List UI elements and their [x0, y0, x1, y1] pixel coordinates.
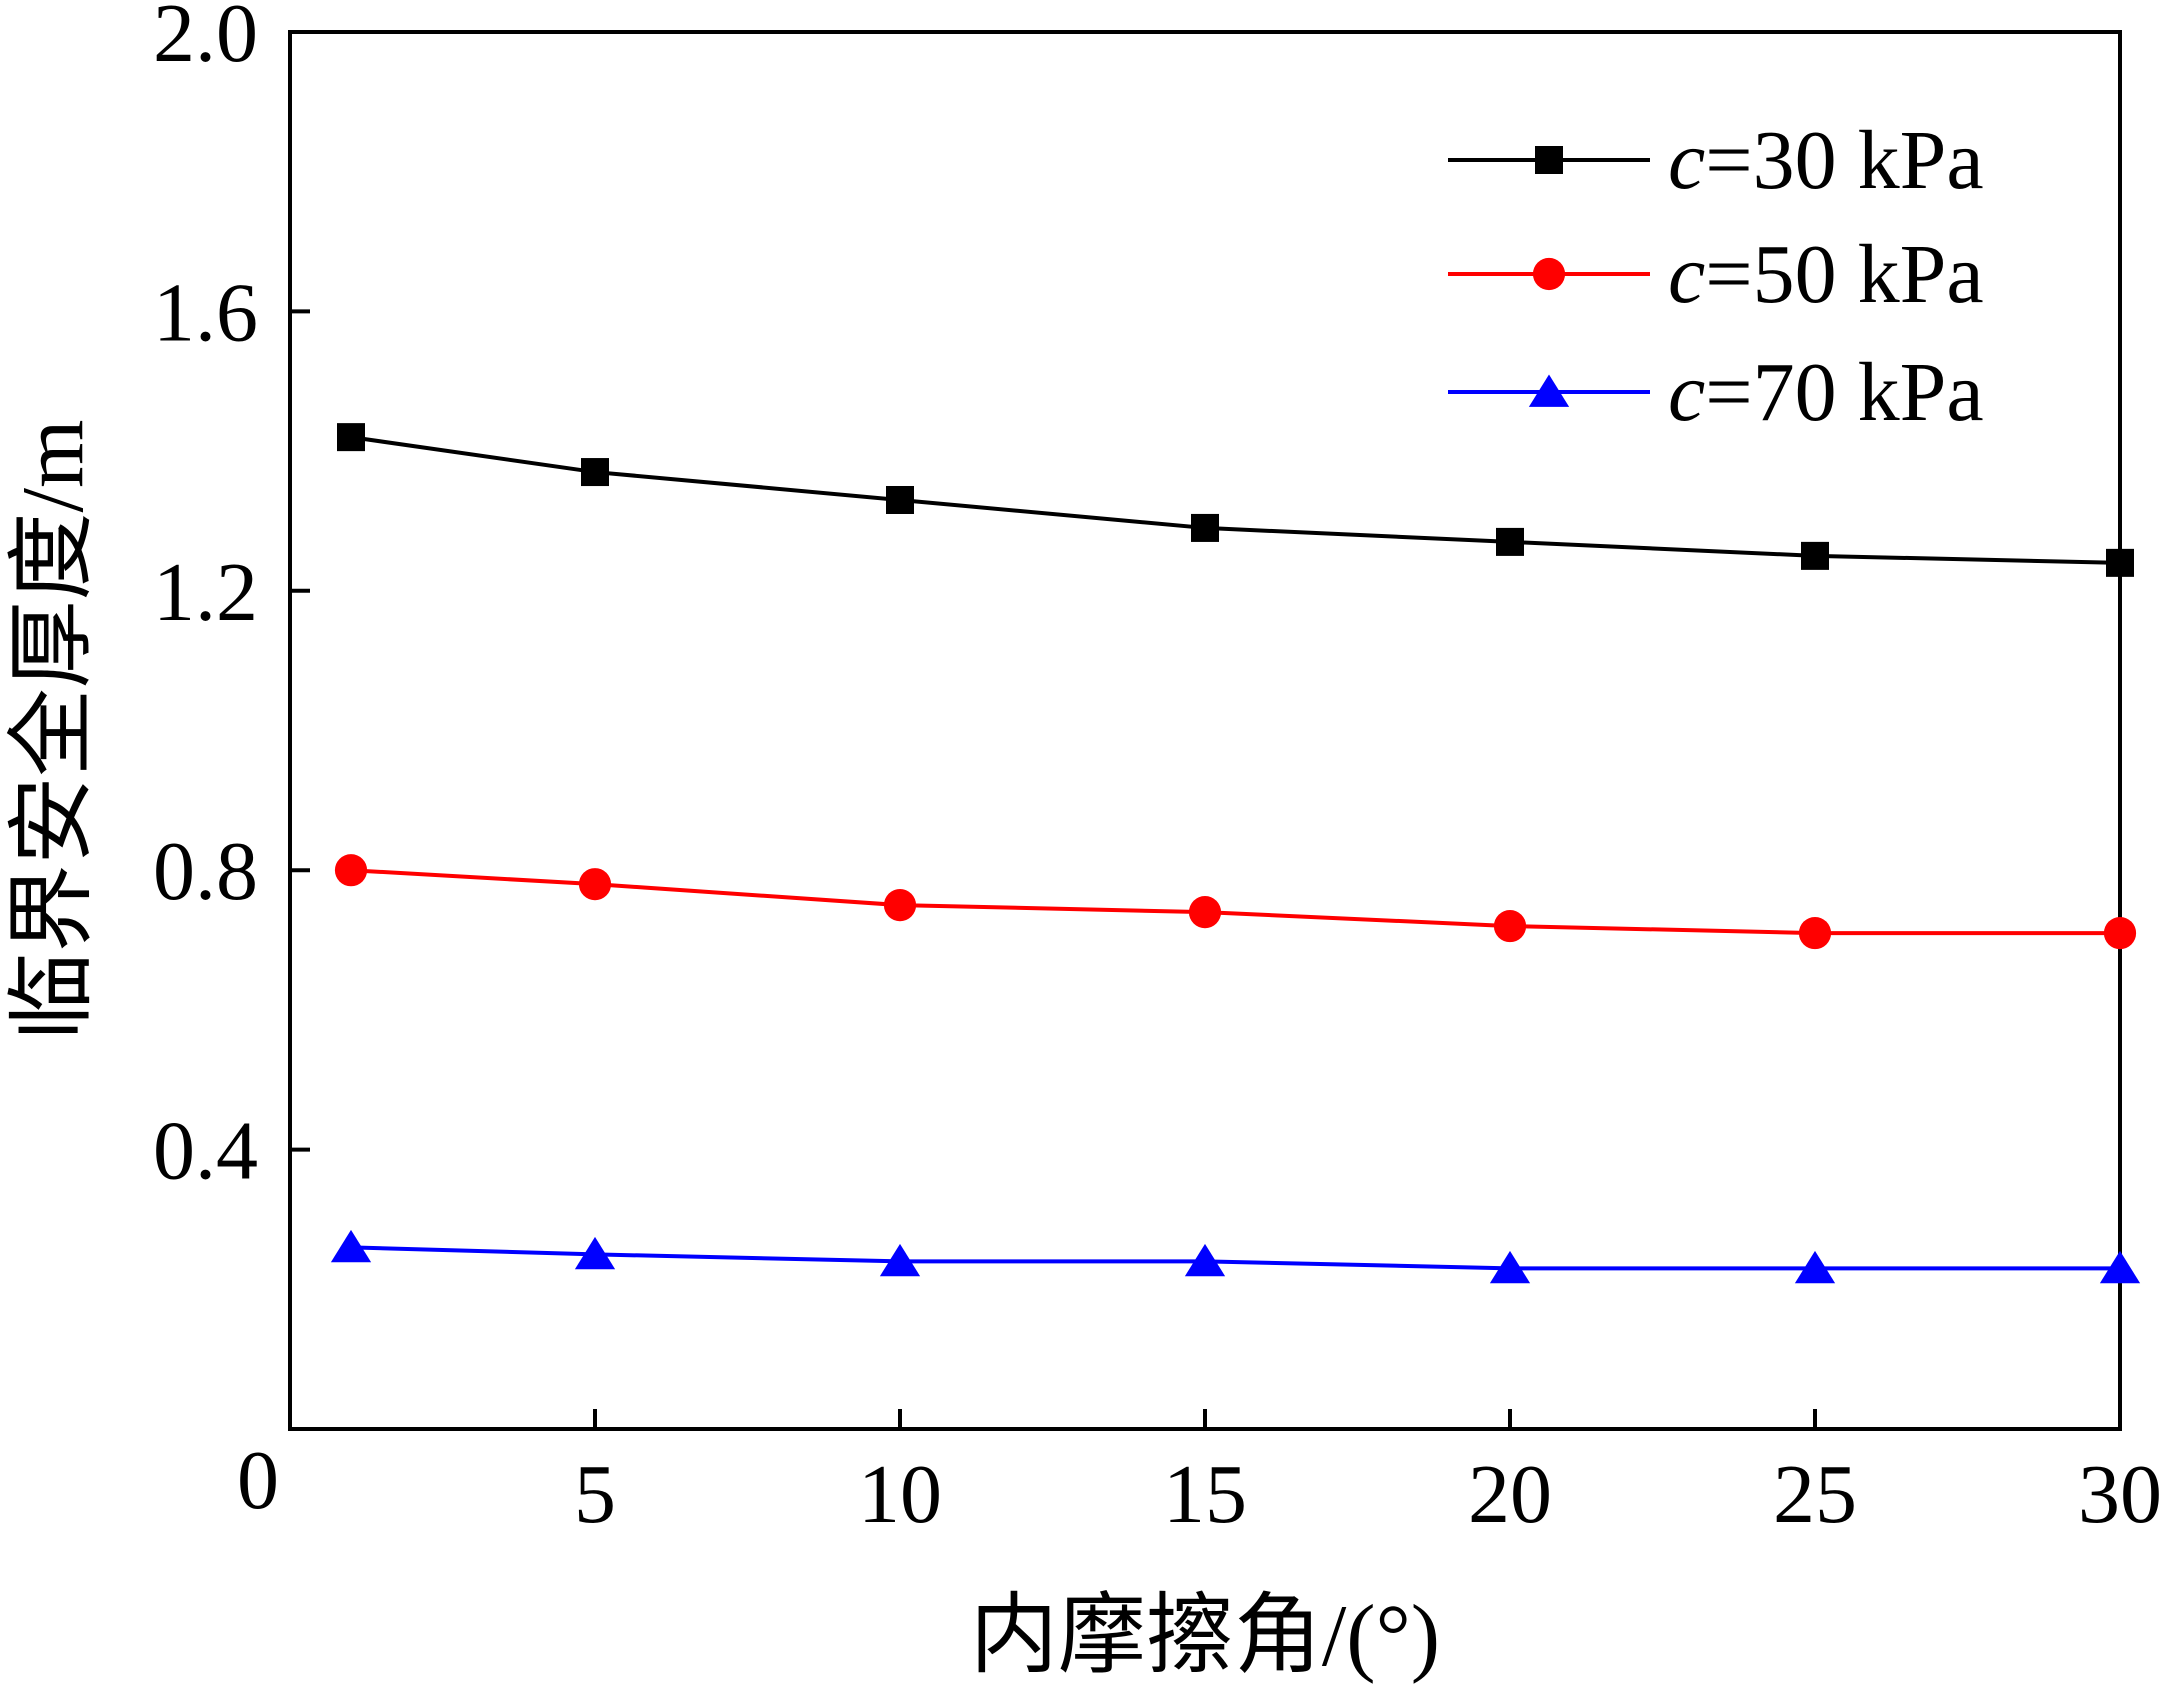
x-axis-label: 内摩擦角/(°)	[970, 1588, 1440, 1685]
x-tick-label: 15	[1163, 1448, 1247, 1541]
legend-entry-2: c=70 kPa	[1448, 346, 1984, 439]
data-point	[1496, 527, 1524, 556]
legend-label: c=50 kPa	[1668, 228, 1984, 321]
data-point	[2099, 1250, 2141, 1284]
x-tick-label: 10	[858, 1448, 942, 1541]
series-2	[330, 1229, 2141, 1284]
data-point	[2106, 548, 2134, 577]
data-point	[337, 423, 365, 452]
series-line	[350, 435, 2121, 565]
series-layer	[330, 423, 2141, 1284]
data-point	[1191, 513, 1219, 542]
origin-tick-label: 0	[237, 1434, 279, 1527]
data-point	[886, 485, 914, 514]
data-point	[334, 854, 368, 887]
data-point	[1489, 1250, 1531, 1284]
legend-marker	[1528, 374, 1570, 407]
series-1	[334, 854, 2137, 950]
legend-label-variable: c	[1668, 228, 1705, 321]
y-axis-ticks: 0.4 0.8 1.2 1.6 2.0	[153, 0, 310, 1431]
series-line	[350, 1245, 2120, 1271]
x-tick-label: 5	[574, 1448, 616, 1541]
x-tick-label: 20	[1468, 1448, 1552, 1541]
data-point	[1188, 896, 1222, 929]
data-point	[1798, 916, 1832, 950]
y-tick-label: 2.0	[153, 0, 258, 80]
data-point	[574, 1236, 616, 1270]
legend-marker	[1532, 257, 1566, 291]
y-tick-label: 1.6	[153, 266, 258, 359]
legend-label-value: =50 kPa	[1705, 228, 1983, 321]
x-tick-label: 30	[2078, 1448, 2162, 1541]
legend-label-variable: c	[1668, 346, 1705, 439]
y-tick-label: 1.2	[153, 546, 258, 639]
data-point	[2103, 916, 2137, 950]
legend-entry-0: c=30 kPa	[1448, 114, 1984, 207]
x-tick-label: 25	[1773, 1448, 1857, 1541]
legend-entry-1: c=50 kPa	[1448, 228, 1984, 321]
y-axis-label: 临界安全厚度/m	[5, 420, 102, 1041]
series-line	[350, 868, 2120, 936]
legend-label-variable: c	[1668, 114, 1705, 207]
legend-label-value: =30 kPa	[1705, 114, 1983, 207]
legend-marker	[1535, 146, 1563, 174]
data-point	[330, 1229, 372, 1263]
legend-label: c=30 kPa	[1668, 114, 1984, 207]
y-tick-label: 0.4	[153, 1105, 258, 1198]
y-tick-label: 0.8	[153, 825, 258, 918]
data-point	[1801, 541, 1829, 570]
series-0	[337, 423, 2134, 577]
data-point	[883, 889, 917, 922]
data-point	[1184, 1243, 1226, 1277]
legend-label-value: =70 kPa	[1705, 346, 1983, 439]
data-point	[581, 458, 609, 487]
data-point	[1794, 1250, 1836, 1284]
x-axis-ticks: 5 10 15 20 25 30 0	[237, 1409, 2162, 1541]
data-point	[578, 868, 612, 901]
data-point	[879, 1243, 921, 1277]
data-point	[1493, 909, 1527, 943]
legend-label: c=70 kPa	[1668, 346, 1984, 439]
